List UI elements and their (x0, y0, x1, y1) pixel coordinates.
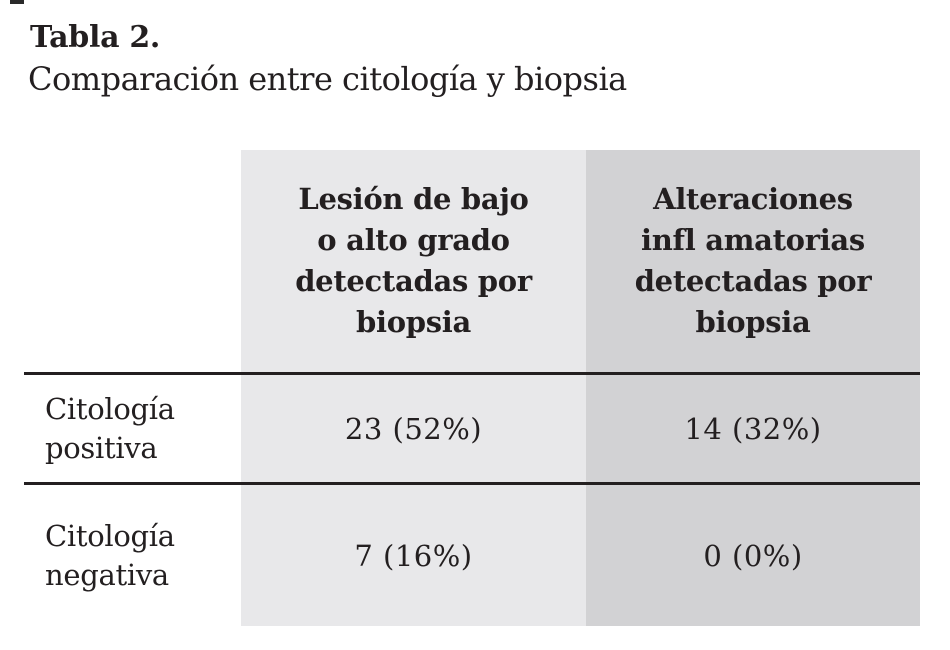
value-negativa-lesion: 7 (16%) (241, 482, 586, 626)
column-header-alteraciones-biopsia: Alteraciones infl amatorias detectadas p… (586, 150, 920, 372)
header-empty-cell (24, 150, 241, 372)
column-header-lesion-biopsia: Lesión de bajo o alto grado detectadas p… (241, 150, 586, 372)
value-positiva-lesion: 23 (52%) (241, 372, 586, 482)
scan-artifact-mark (10, 0, 24, 4)
table-caption: Comparación entre citología y biopsia (28, 60, 627, 98)
value-negativa-alteraciones: 0 (0%) (586, 482, 920, 626)
comparison-table: Lesión de bajo o alto grado detectadas p… (24, 150, 920, 626)
row-label-citologia-negativa: Citología negativa (24, 482, 241, 626)
row-label-citologia-positiva: Citología positiva (24, 372, 241, 482)
table-number-title: Tabla 2. (30, 20, 161, 55)
value-positiva-alteraciones: 14 (32%) (586, 372, 920, 482)
